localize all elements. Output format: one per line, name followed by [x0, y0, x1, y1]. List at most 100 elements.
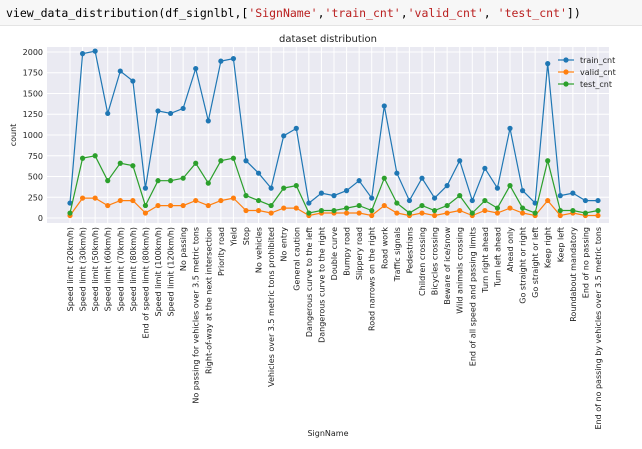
x-tick-label: Dangerous curve to the right	[317, 227, 326, 343]
x-tick-label: Speed limit (100km/h)	[154, 227, 163, 316]
data-point-train_cnt	[130, 78, 136, 84]
data-point-test_cnt	[532, 210, 538, 216]
data-point-train_cnt	[406, 197, 413, 204]
data-point-valid_cnt	[557, 212, 563, 219]
data-point-valid_cnt	[419, 210, 425, 216]
data-point-valid_cnt	[92, 195, 98, 201]
x-tick-label: Go straight or right	[519, 227, 528, 304]
y-tick-label: 1000	[23, 131, 43, 140]
data-point-valid_cnt	[293, 205, 299, 211]
data-point-test_cnt	[381, 175, 387, 181]
data-point-test_cnt	[79, 155, 86, 161]
data-point-test_cnt	[180, 175, 186, 181]
x-tick-label: Speed limit (60km/h)	[104, 227, 113, 311]
data-point-train_cnt	[92, 48, 98, 54]
x-tick-label: Speed limit (30km/h)	[79, 227, 88, 311]
x-tick-label: Wild animals crossing	[456, 227, 465, 314]
data-point-test_cnt	[243, 193, 249, 199]
x-tick-label: Stop	[242, 227, 251, 245]
x-tick-label: Roundabout mandatory	[569, 227, 578, 322]
x-tick-label: End of no passing	[581, 227, 590, 298]
data-point-valid_cnt	[444, 210, 450, 216]
data-point-train_cnt	[394, 170, 400, 176]
x-tick-label: Road work	[380, 227, 389, 269]
code-arg-train: 'train_cnt'	[324, 6, 401, 20]
data-point-train_cnt	[457, 158, 463, 164]
data-point-valid_cnt	[519, 210, 526, 216]
data-point-train_cnt	[343, 188, 350, 194]
x-tick-label: Beware of ice/snow	[443, 227, 452, 305]
data-point-train_cnt	[331, 193, 337, 199]
data-point-train_cnt	[519, 188, 526, 194]
data-point-test_cnt	[318, 207, 325, 214]
x-tick-label: General caution	[292, 227, 301, 291]
x-tick-label: Go straight or left	[531, 227, 540, 298]
data-point-test_cnt	[431, 207, 438, 214]
x-axis-label: SignName	[307, 429, 348, 438]
x-tick-label: Speed limit (50km/h)	[91, 227, 100, 311]
data-point-train_cnt	[180, 105, 186, 112]
data-point-test_cnt	[105, 178, 111, 184]
data-point-test_cnt	[557, 207, 563, 214]
y-tick-label: 500	[28, 173, 43, 182]
data-point-train_cnt	[444, 183, 450, 189]
data-point-train_cnt	[218, 58, 224, 64]
y-tick-label: 2000	[23, 48, 43, 57]
data-point-valid_cnt	[507, 205, 513, 211]
x-tick-label: Speed limit (20km/h)	[66, 227, 75, 311]
x-tick-label: No passing	[179, 227, 188, 271]
data-point-valid_cnt	[394, 210, 400, 216]
data-point-train_cnt	[381, 103, 387, 109]
data-point-valid_cnt	[343, 210, 350, 216]
data-point-test_cnt	[167, 178, 174, 184]
x-tick-label: Dangerous curve to the left	[305, 227, 314, 337]
x-tick-label: Speed limit (80km/h)	[129, 227, 138, 311]
legend-label-test_cnt: test_cnt	[580, 80, 612, 89]
data-point-test_cnt	[570, 207, 576, 214]
data-point-valid_cnt	[356, 210, 362, 216]
data-point-train_cnt	[117, 68, 123, 74]
x-tick-label: Bumpy road	[343, 227, 352, 276]
data-point-test_cnt	[142, 202, 149, 209]
x-tick-label: End of no passing by vehicles over 3.5 m…	[594, 227, 603, 430]
data-point-train_cnt	[155, 108, 161, 114]
data-point-valid_cnt	[243, 207, 249, 214]
data-point-train_cnt	[142, 185, 149, 191]
x-tick-label: Slippery road	[355, 227, 364, 280]
data-point-valid_cnt	[255, 207, 262, 214]
data-point-valid_cnt	[142, 210, 149, 216]
x-tick-label: End of speed limit (80km/h)	[141, 227, 150, 338]
data-point-train_cnt	[167, 110, 174, 117]
x-tick-label: Traffic signals	[393, 227, 402, 282]
data-point-train_cnt	[306, 200, 312, 206]
data-point-test_cnt	[230, 155, 237, 161]
data-point-train_cnt	[293, 125, 299, 131]
data-point-train_cnt	[557, 193, 563, 199]
data-point-test_cnt	[406, 210, 413, 216]
data-point-train_cnt	[281, 133, 287, 139]
data-point-test_cnt	[155, 178, 161, 184]
data-point-valid_cnt	[369, 212, 375, 219]
data-point-test_cnt	[218, 158, 224, 164]
x-tick-label: End of all speed and passing limits	[468, 227, 477, 366]
data-point-test_cnt	[293, 183, 299, 189]
x-tick-label: Pedestrians	[405, 227, 414, 273]
code-cell[interactable]: view_data_distribution(df_signlbl,['Sign…	[0, 0, 642, 26]
x-tick-label: Vehicles over 3.5 metric tons prohibited	[267, 227, 276, 387]
code-arg-signname: 'SignName'	[248, 6, 318, 20]
data-point-valid_cnt	[381, 202, 387, 209]
x-tick-label: Road narrows on the right	[368, 227, 377, 331]
data-point-test_cnt	[394, 200, 400, 206]
data-point-test_cnt	[343, 205, 350, 211]
legend-label-valid_cnt: valid_cnt	[580, 68, 616, 77]
data-point-train_cnt	[532, 200, 538, 206]
data-point-test_cnt	[494, 205, 501, 211]
data-point-train_cnt	[507, 125, 513, 131]
data-point-train_cnt	[570, 190, 576, 196]
y-tick-label: 1750	[23, 69, 43, 78]
data-point-test_cnt	[469, 210, 475, 216]
data-point-train_cnt	[419, 175, 425, 181]
data-point-test_cnt	[444, 202, 450, 209]
data-point-valid_cnt	[155, 202, 161, 209]
